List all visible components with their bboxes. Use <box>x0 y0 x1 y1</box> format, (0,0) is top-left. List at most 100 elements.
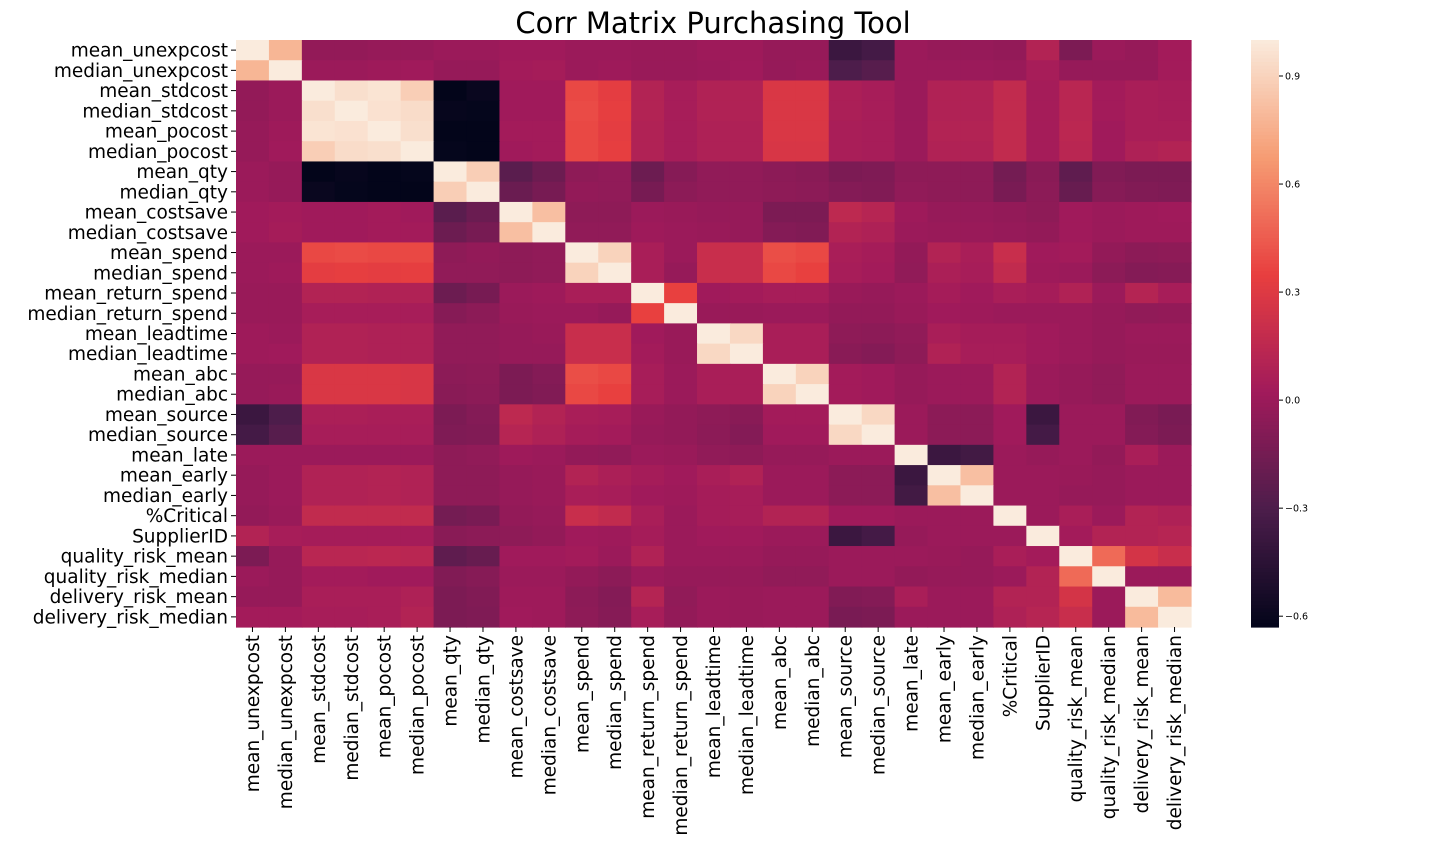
heatmap-cell <box>466 242 501 264</box>
colorbar-segment <box>1251 461 1279 467</box>
colorbar-segment <box>1251 40 1279 45</box>
heatmap-cell <box>367 404 402 426</box>
y-tick-label: mean_return_spend <box>44 284 228 305</box>
heatmap-cell <box>960 181 995 203</box>
heatmap-cell <box>631 222 665 244</box>
heatmap-cell <box>565 465 599 486</box>
colorbar-segment <box>1251 131 1279 136</box>
heatmap-cell <box>301 242 336 264</box>
heatmap-cell <box>631 141 665 163</box>
heatmap-cell <box>1158 303 1192 324</box>
x-tick-label: delivery_risk_median <box>1165 635 1186 830</box>
heatmap-cell <box>565 282 599 304</box>
colorbar-segment <box>1251 43 1279 48</box>
colorbar-segment <box>1251 311 1279 316</box>
heatmap-cell <box>598 404 632 426</box>
colorbar-segment <box>1251 443 1279 448</box>
colorbar-segment <box>1251 186 1279 192</box>
heatmap-cell <box>828 100 863 122</box>
heatmap-cell <box>795 201 830 223</box>
heatmap-cell <box>828 181 863 203</box>
heatmap-cell <box>367 505 402 527</box>
x-tick-label: median_return_spend <box>671 635 692 836</box>
colorbar-segment <box>1251 208 1279 214</box>
colorbar-segment <box>1251 388 1279 393</box>
heatmap-cell <box>1125 100 1159 122</box>
heatmap-cell <box>729 404 764 426</box>
x-tick-label: mean_qty <box>441 635 462 727</box>
x-tick-label: mean_abc <box>770 635 791 730</box>
colorbar-segment <box>1251 612 1279 617</box>
colorbar-tick-label: 0.3 <box>1285 288 1300 299</box>
heatmap-cell <box>697 404 731 426</box>
heatmap-cell <box>960 141 995 163</box>
heatmap-cell <box>664 100 698 122</box>
heatmap-cell <box>466 100 501 122</box>
heatmap-cell <box>268 222 303 244</box>
heatmap-cell <box>367 303 402 324</box>
heatmap-cell <box>400 161 435 183</box>
heatmap-cell <box>433 485 468 507</box>
heatmap-cell <box>1092 141 1126 163</box>
heatmap-cell <box>762 424 797 446</box>
heatmap-cells <box>236 40 1192 628</box>
heatmap-cell <box>993 262 1027 284</box>
heatmap-cell <box>268 141 303 163</box>
heatmap-cell <box>1158 343 1192 365</box>
heatmap-cell <box>697 566 731 588</box>
heatmap-cell <box>301 323 336 345</box>
heatmap-cell <box>1158 222 1192 244</box>
colorbar-segment <box>1251 124 1279 129</box>
heatmap-cell <box>993 282 1027 304</box>
heatmap-cell <box>993 384 1027 405</box>
heatmap-cell <box>466 80 501 102</box>
heatmap-cell <box>598 363 632 385</box>
colorbar-segment <box>1251 557 1279 562</box>
colorbar-segment <box>1251 399 1279 404</box>
colorbar-segment <box>1251 608 1279 613</box>
heatmap-cell <box>400 505 435 527</box>
heatmap-cell <box>236 343 270 365</box>
heatmap-cell <box>1158 40 1192 61</box>
heatmap-cell <box>466 485 501 507</box>
heatmap-cell <box>1059 242 1093 264</box>
colorbar-segment <box>1251 337 1279 342</box>
heatmap-cell <box>927 404 962 426</box>
heatmap-cell <box>1125 343 1159 365</box>
heatmap-cell <box>400 80 435 102</box>
y-tick-label: median_source <box>88 425 228 446</box>
heatmap-cell <box>301 404 336 426</box>
colorbar-segment <box>1251 326 1279 331</box>
heatmap-cell <box>927 120 962 142</box>
heatmap-cell <box>861 141 896 163</box>
heatmap-cell <box>1158 363 1192 385</box>
heatmap-cell <box>1125 120 1159 142</box>
heatmap-cell <box>795 60 830 82</box>
heatmap-cell <box>532 424 566 446</box>
heatmap-cell <box>1092 40 1126 61</box>
heatmap-cell <box>334 120 369 142</box>
heatmap-cell <box>532 222 566 244</box>
heatmap-cell <box>927 323 962 345</box>
heatmap-cell <box>1059 100 1093 122</box>
heatmap-cell <box>565 201 599 223</box>
heatmap-cell <box>828 161 863 183</box>
heatmap-cell <box>499 100 533 122</box>
heatmap-cell <box>301 201 336 223</box>
heatmap-cell <box>697 181 731 203</box>
heatmap-cell <box>697 80 731 102</box>
heatmap-cell <box>466 363 501 385</box>
heatmap-cell <box>664 444 698 466</box>
colorbar-segment <box>1251 513 1279 518</box>
heatmap-cell <box>400 465 435 486</box>
colorbar-segment <box>1251 183 1279 188</box>
heatmap-cell <box>927 525 962 547</box>
heatmap-cell <box>334 181 369 203</box>
heatmap-cell <box>729 60 764 82</box>
heatmap-cell <box>532 404 566 426</box>
heatmap-cell <box>762 363 797 385</box>
heatmap-cell <box>268 181 303 203</box>
heatmap-cell <box>631 40 665 61</box>
heatmap-cell <box>565 546 599 567</box>
heatmap-cell <box>664 384 698 405</box>
